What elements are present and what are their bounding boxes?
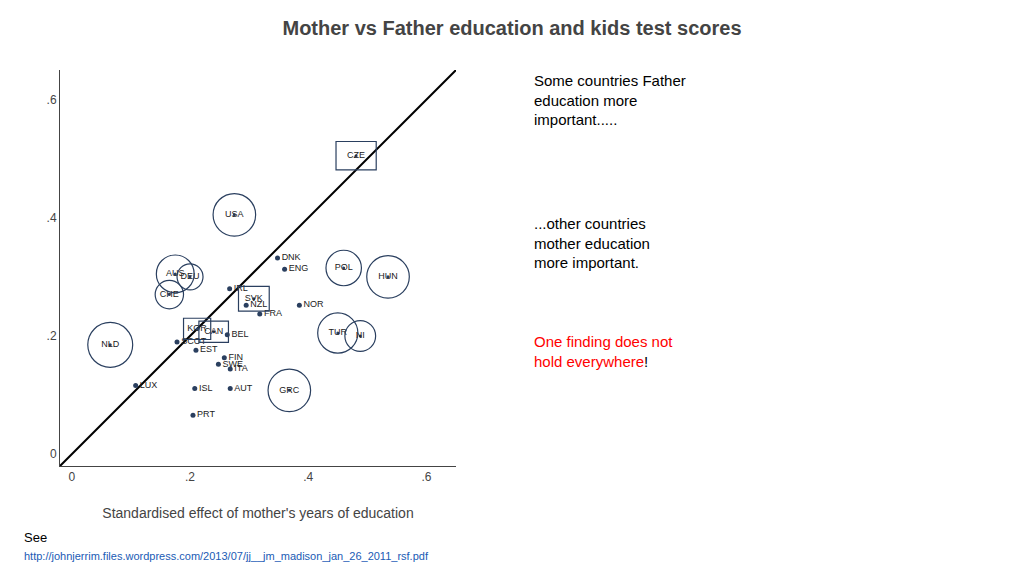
svg-text:KOR: KOR: [187, 323, 207, 333]
svg-text:AUS: AUS: [166, 268, 185, 278]
svg-text:FRA: FRA: [264, 308, 282, 318]
svg-text:.2: .2: [185, 470, 195, 484]
svg-text:SVK: SVK: [245, 293, 263, 303]
svg-text:IRL: IRL: [234, 283, 248, 293]
svg-text:...other countriesmother educa: ...other countriesmother educationmore i…: [534, 215, 650, 271]
svg-text:TUR: TUR: [329, 327, 348, 337]
svg-text:.4: .4: [303, 470, 313, 484]
svg-text:USA: USA: [225, 209, 244, 219]
svg-text:EST: EST: [200, 344, 218, 354]
svg-text:0: 0: [50, 447, 57, 461]
svg-text:One finding does nothold every: One finding does nothold everywhere!: [534, 333, 673, 370]
svg-text:ENG: ENG: [289, 263, 309, 273]
svg-text:SWE: SWE: [223, 359, 244, 369]
svg-text:See: See: [24, 530, 47, 545]
svg-text:.2: .2: [47, 329, 57, 343]
svg-text:0: 0: [68, 470, 75, 484]
svg-text:DEU: DEU: [181, 271, 200, 281]
svg-text:NI: NI: [356, 330, 365, 340]
svg-text:Mother vs Father education and: Mother vs Father education and kids test…: [282, 17, 741, 39]
svg-text:DNK: DNK: [282, 252, 301, 262]
svg-text:http://johnjerrim.files.wordpr: http://johnjerrim.files.wordpress.com/20…: [24, 550, 429, 562]
svg-text:NOR: NOR: [303, 299, 324, 309]
svg-text:LUX: LUX: [140, 380, 158, 390]
svg-text:CZE: CZE: [347, 150, 365, 160]
svg-text:ISL: ISL: [199, 383, 213, 393]
svg-text:.6: .6: [421, 470, 431, 484]
svg-text:NZL: NZL: [250, 299, 267, 309]
svg-text:PRT: PRT: [197, 409, 215, 419]
svg-text:ITA: ITA: [234, 363, 247, 373]
svg-text:Standardised effect of mother': Standardised effect of mother's years of…: [102, 505, 413, 521]
svg-text:SCOT: SCOT: [181, 336, 207, 346]
svg-text:AUT: AUT: [234, 383, 253, 393]
svg-text:HUN: HUN: [378, 271, 398, 281]
svg-text:POL: POL: [335, 262, 353, 272]
svg-text:BEL: BEL: [231, 329, 248, 339]
svg-text:NLD: NLD: [101, 339, 120, 349]
svg-text:FIN: FIN: [228, 352, 243, 362]
svg-text:.6: .6: [47, 93, 57, 107]
svg-text:.4: .4: [47, 211, 57, 225]
svg-text:Some countries Fathereducation: Some countries Fathereducation moreimpor…: [534, 72, 686, 128]
svg-text:GRC: GRC: [279, 385, 300, 395]
svg-text:CHE: CHE: [160, 289, 179, 299]
svg-text:CAN: CAN: [204, 326, 223, 336]
